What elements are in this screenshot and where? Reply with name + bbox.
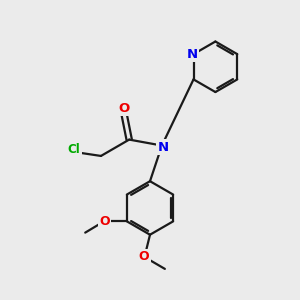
Text: O: O bbox=[118, 102, 130, 115]
Text: O: O bbox=[139, 250, 149, 263]
Text: O: O bbox=[99, 215, 110, 228]
Text: Cl: Cl bbox=[68, 142, 81, 156]
Text: N: N bbox=[158, 140, 169, 154]
Text: N: N bbox=[187, 48, 198, 61]
